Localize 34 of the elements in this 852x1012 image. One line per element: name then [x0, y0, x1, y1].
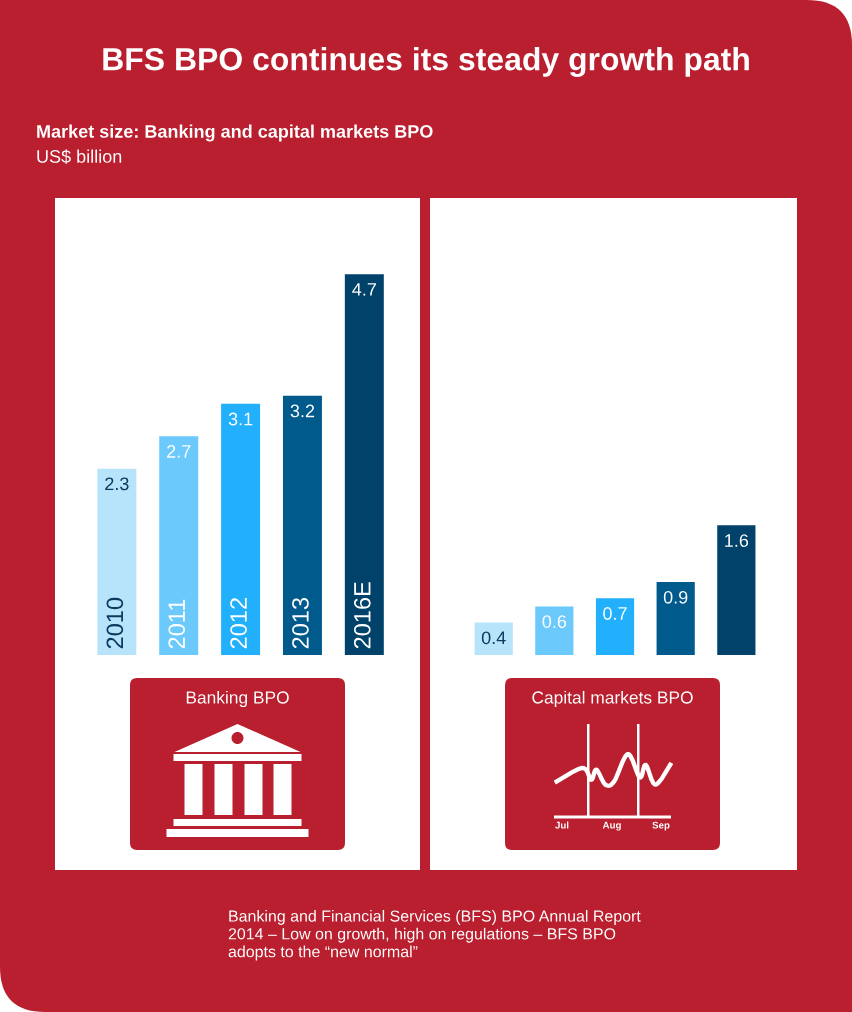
data-label: 4.7 — [352, 283, 376, 296]
x-tick-label: 2013 — [292, 597, 309, 649]
chart-subtitle: Market size: Banking and capital markets BPO — [37, 124, 433, 142]
x-axis-title: Capital markets BPO — [532, 690, 693, 708]
bar — [97, 468, 137, 655]
bar — [474, 622, 513, 655]
x-tick-label: 2010 — [106, 597, 124, 649]
text: Banking and Financial Services (BFS) BPO Annual Report 2014 – Low on growth, high on regulations – BFS BPO adopts to the “new normal” — [228, 910, 641, 961]
bar — [535, 606, 574, 655]
text: Sep — [652, 821, 670, 831]
bar — [717, 525, 756, 655]
x-tick-label: 2016E — [353, 582, 371, 649]
chart-title: BFS BPO continues its steady growth path — [103, 47, 749, 77]
data-label: 0.9 — [663, 590, 688, 604]
bar — [159, 436, 199, 655]
data-label: 0.7 — [603, 607, 627, 620]
y-axis-title: US$ billion — [37, 149, 122, 164]
x-tick-label: 2012 — [230, 598, 247, 649]
data-label: 2.7 — [167, 445, 191, 458]
bar — [282, 395, 322, 655]
bar — [656, 582, 695, 655]
text: Jul — [555, 821, 569, 829]
data-label: 1.6 — [725, 534, 749, 547]
data-label: 3.1 — [228, 412, 253, 426]
data-label: 0.4 — [481, 631, 506, 645]
x-axis-title: Banking BPO — [186, 690, 289, 708]
x-tick-label: 2011 — [168, 599, 186, 649]
data-label: 0.6 — [542, 615, 567, 628]
text: Aug — [602, 821, 621, 831]
bar — [595, 598, 635, 655]
data-label: 2.3 — [105, 477, 129, 491]
data-label: 3.2 — [290, 404, 315, 418]
bar — [344, 274, 384, 655]
bar — [221, 403, 261, 655]
